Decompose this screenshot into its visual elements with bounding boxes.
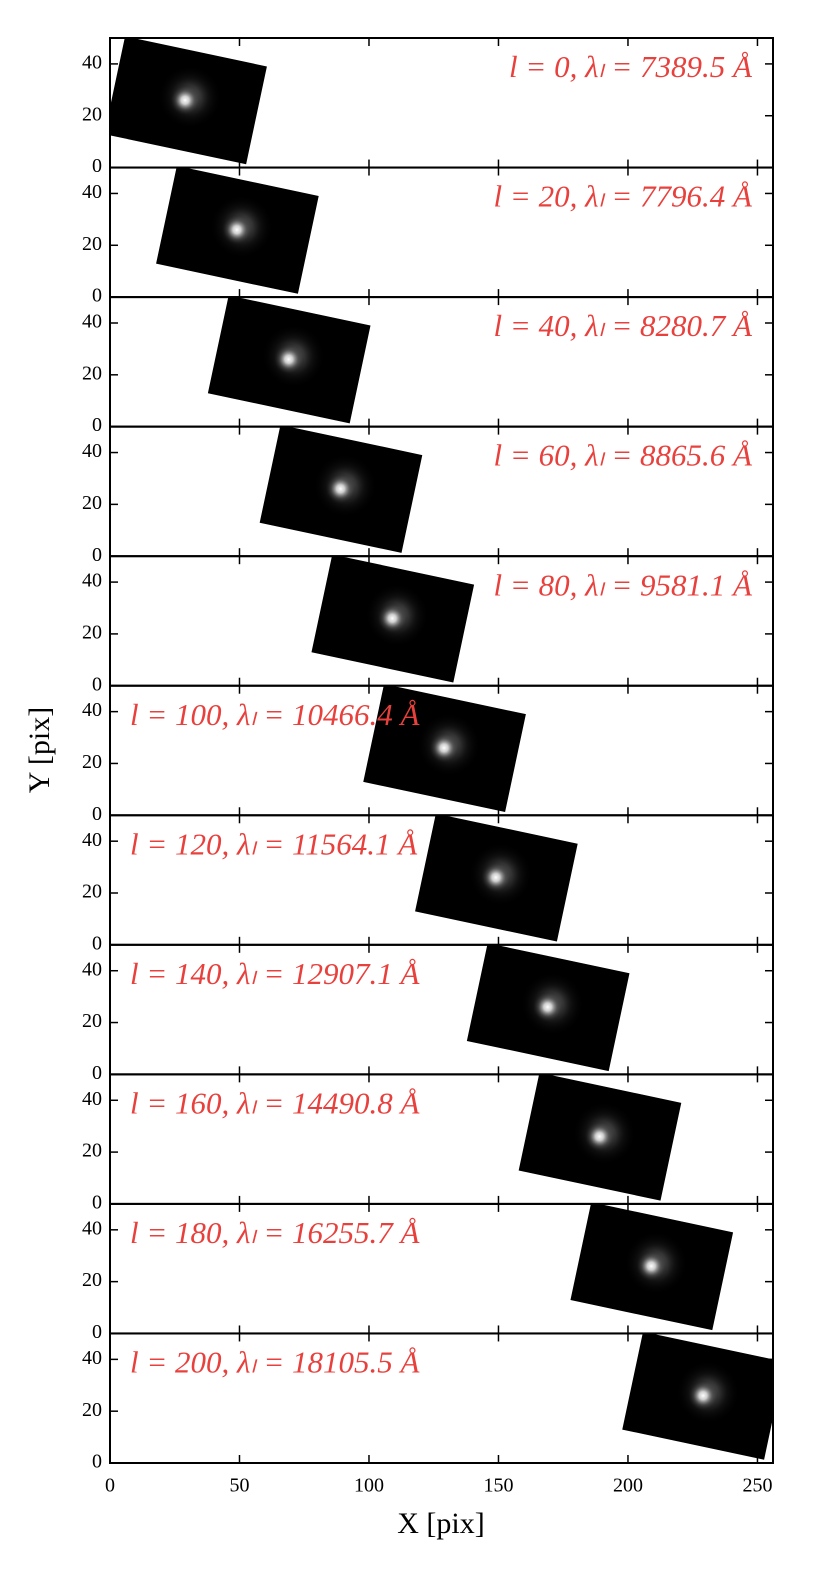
panel [518, 1074, 682, 1201]
source [428, 731, 461, 764]
panel-label: l = 160, λₗ = 14490.8 Å [130, 1085, 421, 1120]
panel [363, 685, 526, 812]
y-tick-label: 40 [82, 1217, 102, 1239]
source [220, 213, 253, 246]
source [376, 602, 409, 635]
panel [311, 556, 475, 683]
y-tick-label: 40 [82, 311, 102, 333]
y-tick-label: 20 [82, 751, 102, 773]
y-tick-label: 20 [82, 622, 102, 644]
y-tick-label: 0 [92, 1451, 102, 1473]
panel-label: l = 180, λₗ = 16255.7 Å [130, 1215, 421, 1250]
y-tick-label: 40 [82, 1347, 102, 1369]
y-tick-label: 0 [92, 155, 102, 177]
y-tick-label: 40 [82, 1088, 102, 1110]
source [635, 1250, 668, 1283]
panel-label: l = 60, λₗ = 8865.6 Å [494, 438, 754, 473]
source [583, 1120, 616, 1153]
x-tick-label: 200 [613, 1475, 643, 1497]
panel [466, 944, 630, 1072]
panel [207, 297, 371, 424]
y-tick-label: 0 [92, 414, 102, 436]
y-tick-label: 20 [82, 1399, 102, 1421]
y-tick-label: 0 [92, 1192, 102, 1214]
x-axis-label: X [pix] [397, 1507, 484, 1540]
source [479, 861, 512, 894]
source [531, 991, 564, 1023]
source [272, 343, 305, 376]
y-tick-label: 20 [82, 233, 102, 255]
y-tick-label: 20 [82, 1140, 102, 1162]
source [324, 472, 357, 505]
panel-label: l = 20, λₗ = 7796.4 Å [494, 179, 754, 214]
y-tick-label: 40 [82, 181, 102, 203]
y-tick-label: 20 [82, 103, 102, 125]
y-tick-label: 40 [82, 440, 102, 462]
panel-label: l = 200, λₗ = 18105.5 Å [130, 1345, 421, 1380]
y-axis-label: Y [pix] [23, 707, 56, 793]
panel [570, 1203, 734, 1331]
y-tick-label: 40 [82, 570, 102, 592]
y-tick-label: 0 [92, 673, 102, 695]
source [169, 84, 202, 117]
panel [622, 1333, 773, 1460]
panel-frame [109, 1332, 774, 1465]
y-tick-label: 40 [82, 829, 102, 851]
panel [156, 167, 319, 294]
source [687, 1379, 720, 1412]
panel [110, 38, 267, 165]
panel-label: l = 100, λₗ = 10466.4 Å [130, 697, 421, 732]
y-tick-label: 40 [82, 52, 102, 74]
panel [415, 815, 578, 942]
x-tick-label: 150 [483, 1475, 513, 1497]
panel-label: l = 40, λₗ = 8280.7 Å [494, 308, 754, 343]
y-tick-label: 0 [92, 544, 102, 566]
panel-label: l = 140, λₗ = 12907.1 Å [130, 956, 421, 991]
y-tick-label: 0 [92, 1062, 102, 1084]
panel-label: l = 120, λₗ = 11564.1 Å [130, 826, 418, 861]
panel-label: l = 0, λₗ = 7389.5 Å [509, 49, 753, 84]
panel [259, 426, 423, 553]
x-tick-label: 250 [742, 1475, 772, 1497]
x-tick-label: 100 [354, 1475, 384, 1497]
y-tick-label: 20 [82, 881, 102, 903]
y-tick-label: 20 [82, 1269, 102, 1291]
y-tick-label: 40 [82, 958, 102, 980]
y-tick-label: 40 [82, 699, 102, 721]
y-tick-label: 0 [92, 932, 102, 954]
panel-label: l = 80, λₗ = 9581.1 Å [494, 567, 754, 602]
x-tick-label: 0 [105, 1475, 115, 1497]
y-tick-label: 0 [92, 285, 102, 307]
y-tick-label: 20 [82, 492, 102, 514]
y-tick-label: 20 [82, 1010, 102, 1032]
y-tick-label: 20 [82, 362, 102, 384]
y-tick-label: 0 [92, 803, 102, 825]
x-tick-label: 50 [229, 1475, 249, 1497]
y-tick-label: 0 [92, 1321, 102, 1343]
